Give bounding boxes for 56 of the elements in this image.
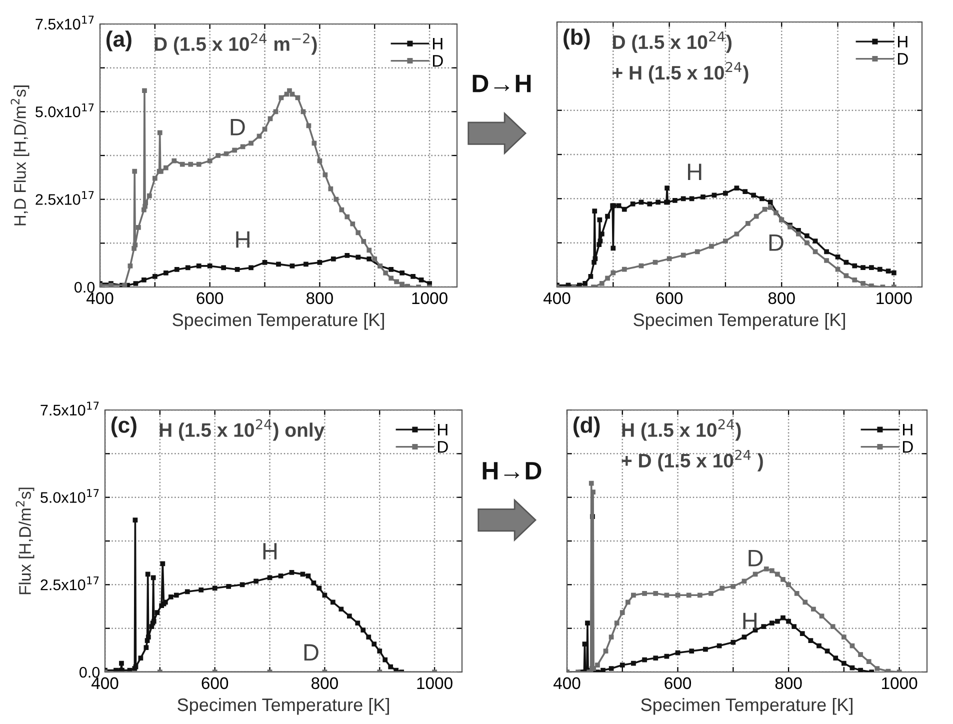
chart-title: (a) bbox=[106, 30, 132, 52]
x-tick-label: 800 bbox=[312, 677, 338, 690]
y-axis-title: H,D Flux [H,D/m$^{2}$s] bbox=[10, 86, 30, 226]
legend-label: H bbox=[902, 424, 912, 436]
x-tick-label: 400 bbox=[91, 677, 118, 690]
text: D (1.5 x 10$^{24}$) + H (1.5 x 10$^{24}$) bbox=[612, 31, 748, 84]
chart-title: (d) bbox=[574, 416, 600, 438]
chart-title: (b) bbox=[564, 28, 590, 50]
x-tick-label: 600 bbox=[664, 677, 692, 690]
text: H→D bbox=[482, 462, 542, 480]
text: D (1.5 x 10$^{24}$ m$^{−2}$) bbox=[154, 33, 317, 55]
y-axis-title: Flux [H,D/m$^{2}$s] bbox=[16, 488, 34, 594]
y-tick-label: 7.5x10$^{17}$ bbox=[40, 402, 99, 416]
x-axis-title: Specimen Temperature [K] bbox=[634, 312, 845, 330]
annotation: H bbox=[236, 231, 250, 248]
x-tick-label: 400 bbox=[543, 292, 570, 304]
chart-title: (c) bbox=[111, 416, 136, 438]
annotation: H bbox=[743, 612, 756, 630]
legend-label: H bbox=[898, 36, 908, 48]
y-tick-label: 5.0x10$^{17}$ bbox=[40, 489, 99, 503]
x-axis-title: Specimen Temperature [K] bbox=[172, 312, 384, 330]
x-tick-label: 800 bbox=[768, 292, 795, 304]
annotation: H bbox=[263, 543, 277, 560]
legend-label: D bbox=[898, 53, 908, 65]
annotation: H bbox=[688, 164, 702, 180]
legend-label: D bbox=[432, 55, 443, 67]
x-tick-label: 800 bbox=[775, 677, 802, 690]
x-tick-label: 400 bbox=[553, 677, 580, 690]
annotation: D bbox=[304, 644, 318, 661]
x-tick-label: 800 bbox=[306, 292, 333, 304]
text: H (1.5 x 10$^{24}$) + D (1.5 x 10$^{24}$ ) bbox=[622, 419, 763, 472]
x-tick-label: 1000 bbox=[412, 292, 448, 304]
x-tick-label: 1000 bbox=[882, 677, 918, 690]
annotation: D bbox=[769, 234, 784, 251]
y-tick-label: 7.5x10$^{17}$ bbox=[36, 16, 94, 30]
x-tick-label: 600 bbox=[202, 677, 228, 690]
x-tick-label: 1000 bbox=[417, 677, 452, 690]
y-tick-label: 2.5x10$^{17}$ bbox=[40, 576, 99, 590]
y-tick-label: 0.0 bbox=[80, 666, 100, 678]
x-axis-title: Specimen Temperature [K] bbox=[178, 698, 389, 715]
legend-label: D bbox=[902, 441, 913, 453]
text: H (1.5 x 10$^{24}$) only bbox=[160, 419, 325, 441]
legend-label: D bbox=[438, 441, 448, 453]
legend-label: H bbox=[432, 38, 442, 50]
y-tick-label: 0.0 bbox=[74, 282, 95, 293]
x-tick-label: 1000 bbox=[876, 292, 912, 304]
x-axis-title: Specimen Temperature [K] bbox=[641, 698, 852, 715]
y-tick-label: 5.0x10$^{17}$ bbox=[36, 103, 94, 118]
x-tick-label: 600 bbox=[196, 292, 224, 304]
text: D→H bbox=[472, 74, 531, 92]
annotation: D bbox=[748, 550, 763, 566]
x-tick-label: 400 bbox=[86, 292, 114, 304]
y-tick-label: 2.5x10$^{17}$ bbox=[36, 191, 94, 205]
annotation: D bbox=[230, 119, 245, 136]
legend-label: H bbox=[438, 424, 448, 436]
x-tick-label: 600 bbox=[656, 292, 683, 304]
